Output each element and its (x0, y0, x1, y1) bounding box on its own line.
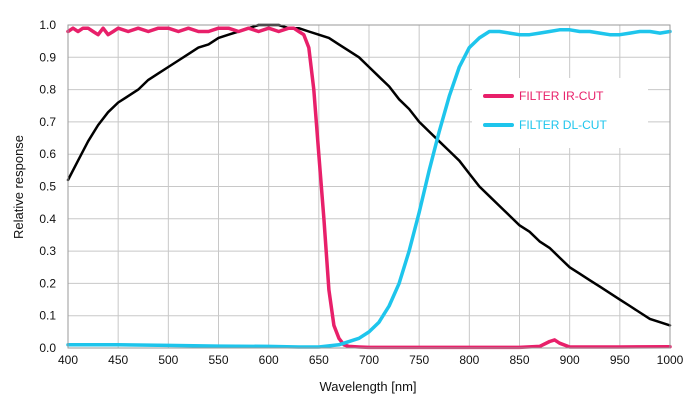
y-tick-label: 1.0 (39, 18, 56, 32)
y-tick-label: 0.1 (39, 309, 56, 323)
legend-box (472, 78, 648, 148)
legend: FILTER IR-CUT FILTER DL-CUT (472, 78, 648, 148)
y-tick-label: 0.4 (39, 212, 56, 226)
x-tick-label: 1000 (657, 353, 684, 367)
y-tick-labels: 0.0 0.1 0.2 0.3 0.4 0.5 0.6 0.7 0.8 0.9 1.0 (39, 18, 56, 355)
y-tick-label: 0.0 (39, 341, 56, 355)
y-tick-label: 0.7 (39, 115, 56, 129)
x-tick-labels: 400 450 500 550 600 650 700 750 800 850 900 950 1000 (58, 353, 684, 367)
series-black-response-line (66, 23, 672, 327)
y-tick-label: 0.5 (39, 180, 56, 194)
x-tick-label: 850 (509, 353, 529, 367)
x-tick-label: 950 (610, 353, 630, 367)
x-tick-label: 500 (158, 353, 178, 367)
y-tick-label: 0.8 (39, 83, 56, 97)
y-tick-label: 0.3 (39, 244, 56, 258)
y-axis-title: Relative response (11, 135, 26, 239)
y-tick-label: 0.9 (39, 50, 56, 64)
x-tick-label: 800 (459, 353, 479, 367)
x-tick-label: 900 (560, 353, 580, 367)
legend-label-dl-cut: FILTER DL-CUT (519, 118, 607, 132)
y-tick-label: 0.2 (39, 276, 56, 290)
x-tick-label: 700 (359, 353, 379, 367)
series-dl-cut-line (66, 28, 672, 349)
plot-border (67, 24, 671, 349)
y-tick-label: 0.6 (39, 147, 56, 161)
x-tick-label: 750 (409, 353, 429, 367)
legend-label-ir-cut: FILTER IR-CUT (519, 89, 604, 103)
x-tick-label: 400 (58, 353, 78, 367)
x-axis-title: Wavelength [nm] (319, 379, 416, 394)
x-tick-label: 650 (309, 353, 329, 367)
x-tick-label: 550 (208, 353, 228, 367)
series-ir-cut-line (66, 26, 672, 350)
x-tick-label: 450 (108, 353, 128, 367)
axis-frame (67, 24, 671, 349)
series-layer (66, 23, 672, 350)
x-tick-label: 600 (259, 353, 279, 367)
